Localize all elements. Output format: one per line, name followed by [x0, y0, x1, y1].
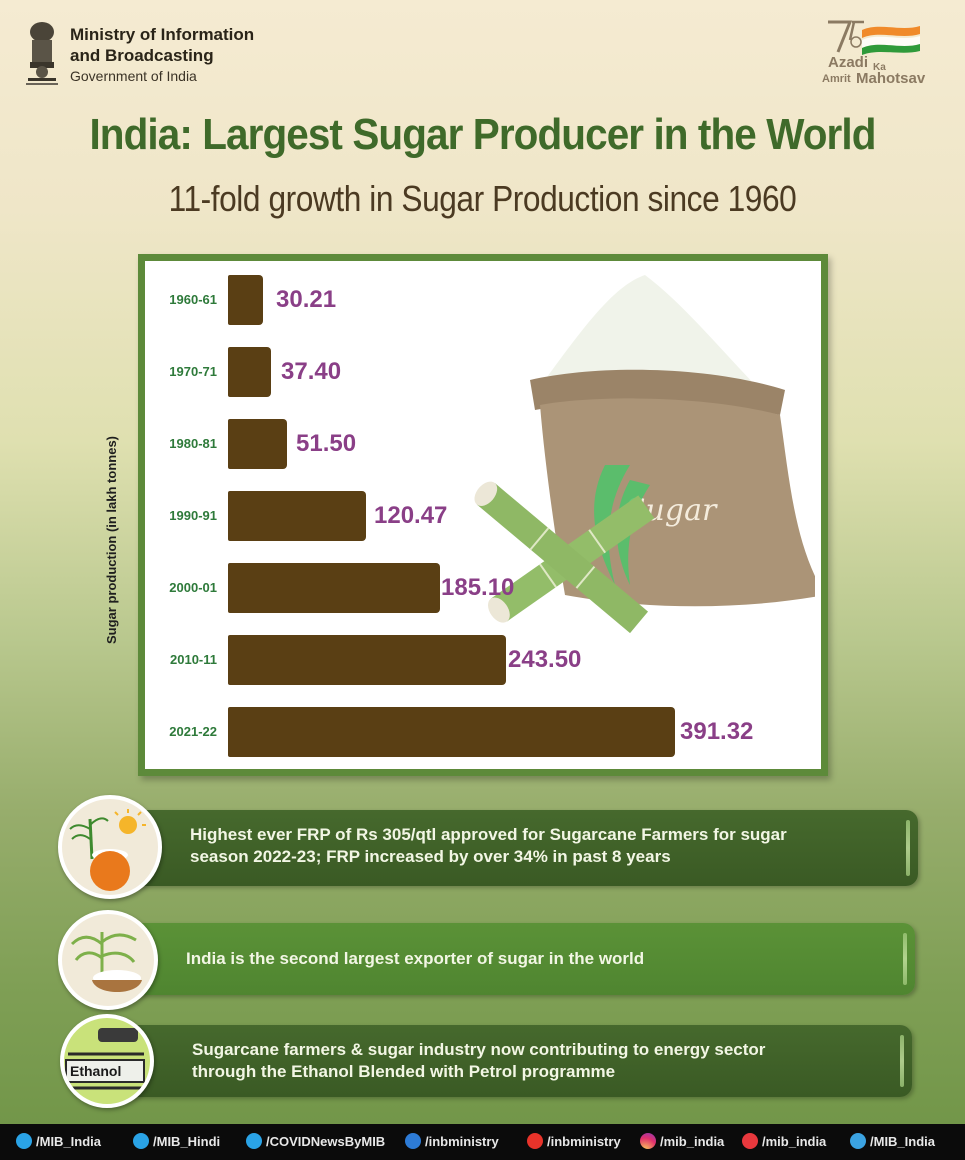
- bar-row-2000-01: 2000-01 185.10: [145, 563, 805, 613]
- link-label: /inbministry: [425, 1133, 499, 1149]
- instagram-icon: [640, 1133, 656, 1149]
- twitter-icon: [16, 1133, 32, 1149]
- bar-row-2021-22: 2021-22 391.32: [145, 707, 805, 757]
- category-label: 2010-11: [170, 652, 217, 667]
- bar-1970-71: [228, 347, 271, 397]
- youtube-icon: [527, 1133, 543, 1149]
- category-label: 1990-91: [169, 508, 217, 523]
- link-label: /inbministry: [547, 1133, 621, 1149]
- ethanol-pump-icon: Ethanol: [60, 1014, 154, 1108]
- fact-box-exporter: India is the second largest exporter of …: [100, 923, 915, 995]
- facebook-icon: [405, 1133, 421, 1149]
- bar-1980-81: [228, 419, 287, 469]
- fact-text-line2: season 2022-23; FRP increased by over 34…: [190, 847, 671, 866]
- logo-azadi: Azadi: [828, 54, 869, 71]
- value-label: 37.40: [281, 358, 342, 385]
- category-label: 2021-22: [169, 724, 217, 739]
- value-label: 243.50: [508, 646, 582, 673]
- logo-mahotsav: Mahotsav: [856, 70, 926, 87]
- twitter-link-covid-news[interactable]: /COVIDNewsByMIB: [246, 1133, 385, 1149]
- category-label: 2000-01: [169, 580, 217, 595]
- telegram-icon: [850, 1133, 866, 1149]
- link-label: /MIB_India: [870, 1133, 936, 1149]
- youtube-link[interactable]: /inbministry: [527, 1133, 621, 1149]
- box-highlight: [900, 1035, 904, 1087]
- link-label: /mib_india: [762, 1133, 827, 1149]
- value-label: 30.21: [276, 286, 337, 313]
- sugar-bag-illustration: Sugar: [474, 275, 815, 634]
- fact-text-line2: through the Ethanol Blended with Petrol …: [192, 1062, 616, 1081]
- fact-box-ethanol: Sugarcane farmers & sugar industry now c…: [100, 1025, 912, 1097]
- twitter-link-mib-india[interactable]: /MIB_India: [16, 1133, 101, 1149]
- sugarcane-pot-icon: [58, 795, 162, 899]
- category-label: 1980-81: [169, 436, 217, 451]
- page-title: India: Largest Sugar Producer in the Wor…: [89, 110, 876, 159]
- instagram-link[interactable]: /mib_india: [640, 1133, 724, 1149]
- flag-75-icon: [828, 20, 920, 55]
- link-label: /COVIDNewsByMIB: [266, 1133, 386, 1149]
- twitter-link-mib-hindi[interactable]: /MIB_Hindi: [133, 1133, 220, 1149]
- ethanol-label: Ethanol: [70, 1063, 122, 1079]
- fact-text-line1: Sugarcane farmers & sugar industry now c…: [192, 1040, 766, 1059]
- value-label: 391.32: [680, 718, 754, 745]
- page-subtitle: 11-fold growth in Sugar Production since…: [168, 178, 797, 219]
- box-highlight: [903, 933, 907, 985]
- value-label: 120.47: [374, 502, 448, 529]
- bar-1990-91: [228, 491, 366, 541]
- government-label: Government of India: [70, 68, 197, 84]
- bar-2021-22: [228, 707, 675, 757]
- bar-2000-01: [228, 563, 440, 613]
- social-footer: /MIB_India /MIB_Hindi /COVIDNewsByMIB /i…: [0, 1124, 965, 1160]
- bar-row-2010-11: 2010-11 243.50: [145, 635, 805, 685]
- koo-icon: [742, 1133, 758, 1149]
- box-highlight: [906, 820, 910, 876]
- ministry-branding: Ministry of Information and Broadcasting…: [70, 24, 254, 87]
- bar-row-1990-91: 1990-91 120.47: [145, 491, 805, 541]
- logo-amrit: Amrit: [822, 73, 851, 85]
- sugar-bowl-icon: [58, 910, 158, 1010]
- fact-text-line1: India is the second largest exporter of …: [186, 949, 645, 968]
- ministry-name-line1: Ministry of Information: [70, 25, 255, 44]
- link-label: /mib_india: [660, 1133, 725, 1149]
- facebook-link[interactable]: /inbministry: [405, 1133, 499, 1149]
- bar-2010-11: [228, 635, 506, 685]
- value-label: 185.10: [441, 574, 515, 601]
- link-label: /MIB_India: [36, 1133, 102, 1149]
- koo-link[interactable]: /mib_india: [742, 1133, 826, 1149]
- national-emblem-icon: [22, 20, 62, 88]
- category-label: 1960-61: [169, 292, 217, 307]
- bar-row-1970-71: 1970-71 37.40: [145, 347, 805, 397]
- telegram-link[interactable]: /MIB_India: [850, 1133, 935, 1149]
- bar-row-1980-81: 1980-81 51.50: [145, 419, 805, 469]
- fact-text-line1: Highest ever FRP of Rs 305/qtl approved …: [190, 825, 787, 844]
- link-label: /MIB_Hindi: [153, 1133, 221, 1149]
- azadi-ka-amrit-mahotsav-logo: Azadi Ka Amrit Mahotsav: [820, 18, 950, 98]
- ministry-name-line2: and Broadcasting: [70, 46, 214, 65]
- fact-box-frp: Highest ever FRP of Rs 305/qtl approved …: [100, 810, 918, 886]
- twitter-icon: [246, 1133, 262, 1149]
- bar-row-1960-61: 1960-61 30.21: [145, 275, 805, 325]
- category-label: 1970-71: [169, 364, 217, 379]
- logo-ka: Ka: [873, 62, 886, 73]
- value-label: 51.50: [296, 430, 357, 457]
- bar-1960-61: [228, 275, 263, 325]
- twitter-icon: [133, 1133, 149, 1149]
- y-axis-label: Sugar production (in lakh tonnes): [104, 436, 119, 644]
- chart-frame: Sugar 1960-61 30.21 1970-71 37.40 1980-8…: [138, 254, 828, 776]
